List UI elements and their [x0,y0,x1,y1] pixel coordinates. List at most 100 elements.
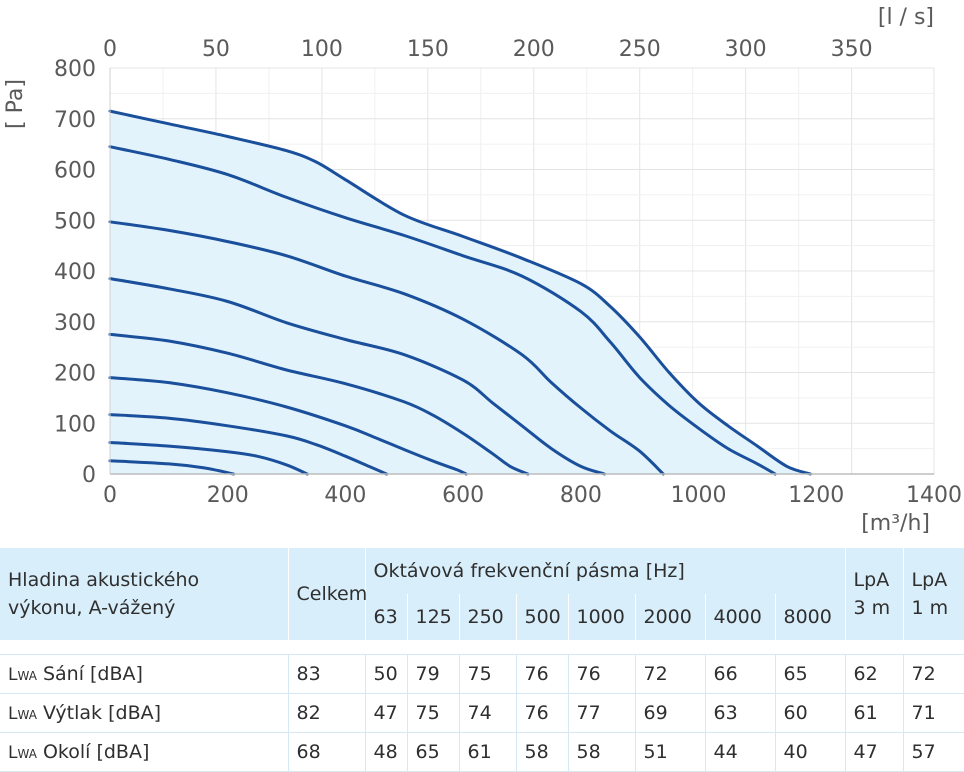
fan-curves [108,109,812,476]
lwa-symbol: L [8,743,18,763]
table-row: LWA Sání [dBA] 83 50 79 75 76 76 72 66 65 62 72 [0,654,964,694]
x2-tick-label: 50 [202,37,230,62]
fan-curve-2 [108,145,777,476]
header-acoustic-power: Hladina akustického výkonu, A-vážený [0,548,288,640]
y-axis-unit: [ Pa] [3,79,28,129]
cell-band-value: 69 [634,693,705,733]
cell-total: 83 [287,654,365,694]
table-row: LWA Okolí [dBA] 68 48 65 61 58 58 51 44 40 47 57 [0,732,964,772]
lwa-symbol: L [8,704,18,724]
band-header-row: 63 125 250 500 1000 2000 4000 8000 [0,594,964,640]
fan-curve-8 [108,441,309,476]
cell-lpa-3m: 62 [844,654,904,694]
cell-band-value: 60 [774,693,846,733]
x-tick-label: 400 [324,483,366,508]
cell-band-value: 75 [406,693,459,733]
row-label: LWA Sání [dBA] [0,654,288,694]
cell-total: 82 [287,693,365,733]
lwa-subscript: WA [17,669,37,683]
x2-axis-unit: [l / s] [878,5,934,30]
fan-curve-7 [108,413,389,476]
cell-lpa-1m: 57 [902,732,964,772]
lwa-subscript: WA [17,708,37,722]
acoustic-power-table: Hladina akustického výkonu, A-vážený Cel… [0,548,964,772]
y-tick-label: 800 [54,57,96,82]
fan-curve-6 [108,376,468,476]
cell-band-value: 79 [406,654,459,694]
row-label-text: Okolí [dBA] [36,741,150,763]
band-header-1000: 1000 [567,594,635,640]
y-tick-label: 500 [54,209,96,234]
row-label-text: Sání [dBA] [36,663,143,685]
cell-band-value: 58 [515,732,568,772]
x-tick-label: 1000 [671,483,727,508]
y-tick-label: 400 [54,260,96,285]
band-header-250: 250 [458,594,516,640]
x-tick-label: 0 [103,483,117,508]
cell-band-value: 77 [567,693,635,733]
fan-curve-9 [108,459,236,476]
cell-band-value: 63 [704,693,775,733]
x2-tick-label: 150 [407,37,449,62]
cell-band-value: 65 [406,732,459,772]
row-label-text: Výtlak [dBA] [36,702,162,724]
cell-band-value: 47 [364,693,407,733]
lwa-subscript: WA [17,747,37,761]
y-tick-label: 100 [54,412,96,437]
header-lpa-1m: LpA 1 m [902,548,964,640]
cell-band-value: 48 [364,732,407,772]
cell-band-value: 66 [704,654,775,694]
cell-band-value: 76 [515,693,568,733]
cell-band-value: 58 [567,732,635,772]
row-label: LWA Výtlak [dBA] [0,693,288,733]
x-tick-label: 1400 [906,483,962,508]
fan-curve-3 [108,220,665,476]
y-tick-label: 300 [54,311,96,336]
fan-curve-4 [108,277,606,476]
cell-band-value: 76 [515,654,568,694]
band-header-2000: 2000 [634,594,705,640]
table-header-row: Hladina akustického výkonu, A-vážený Cel… [0,548,964,640]
cell-lpa-1m: 72 [902,654,964,694]
y-tick-labels: 0 100 200 300 400 500 600 700 800 [54,57,96,488]
cell-band-value: 51 [634,732,705,772]
x-tick-label: 200 [207,483,249,508]
lwa-symbol: L [8,665,18,685]
cell-band-value: 50 [364,654,407,694]
cell-band-value: 75 [458,654,516,694]
y-tick-label: 600 [54,159,96,184]
band-header-63: 63 [364,594,407,640]
fan-curve-1 [108,109,812,476]
axes [109,68,934,475]
cell-band-value: 72 [634,654,705,694]
cell-band-value: 44 [704,732,775,772]
cell-band-value: 61 [458,732,516,772]
row-label: LWA Okolí [dBA] [0,732,288,772]
cell-lpa-1m: 71 [902,693,964,733]
header-octave-bands: Oktávová frekvenční pásma [Hz] [364,548,846,594]
table-row: LWA Výtlak [dBA] 82 47 75 74 76 77 69 63 60 61 71 [0,693,964,733]
band-header-500: 500 [515,594,568,640]
band-header-125: 125 [406,594,459,640]
x2-tick-label: 200 [513,37,555,62]
x-tick-labels: 0 200 400 600 800 1000 1200 1400 [103,483,962,508]
x-axis-unit: [m³/h] [861,511,930,536]
x-tick-label: 600 [442,483,484,508]
x2-tick-label: 250 [619,37,661,62]
x2-tick-label: 100 [301,37,343,62]
x2-tick-labels: 0 50 100 150 200 250 300 350 [103,37,873,62]
header-total: Celkem [287,548,367,640]
header-lpa-3m: LpA 3 m [844,548,904,640]
x2-tick-label: 350 [831,37,873,62]
band-header-8000: 8000 [774,594,846,640]
y-tick-label: 200 [54,362,96,387]
fan-curve-5 [108,332,530,476]
cell-lpa-3m: 61 [844,693,904,733]
cell-total: 68 [287,732,365,772]
fan-performance-chart: 0 200 400 600 800 1000 1200 1400 0 50 100 150 200 25… [3,5,962,536]
x-tick-label: 800 [560,483,602,508]
band-header-4000: 4000 [704,594,775,640]
cell-band-value: 74 [458,693,516,733]
x2-tick-label: 300 [725,37,767,62]
x2-tick-label: 0 [103,37,117,62]
